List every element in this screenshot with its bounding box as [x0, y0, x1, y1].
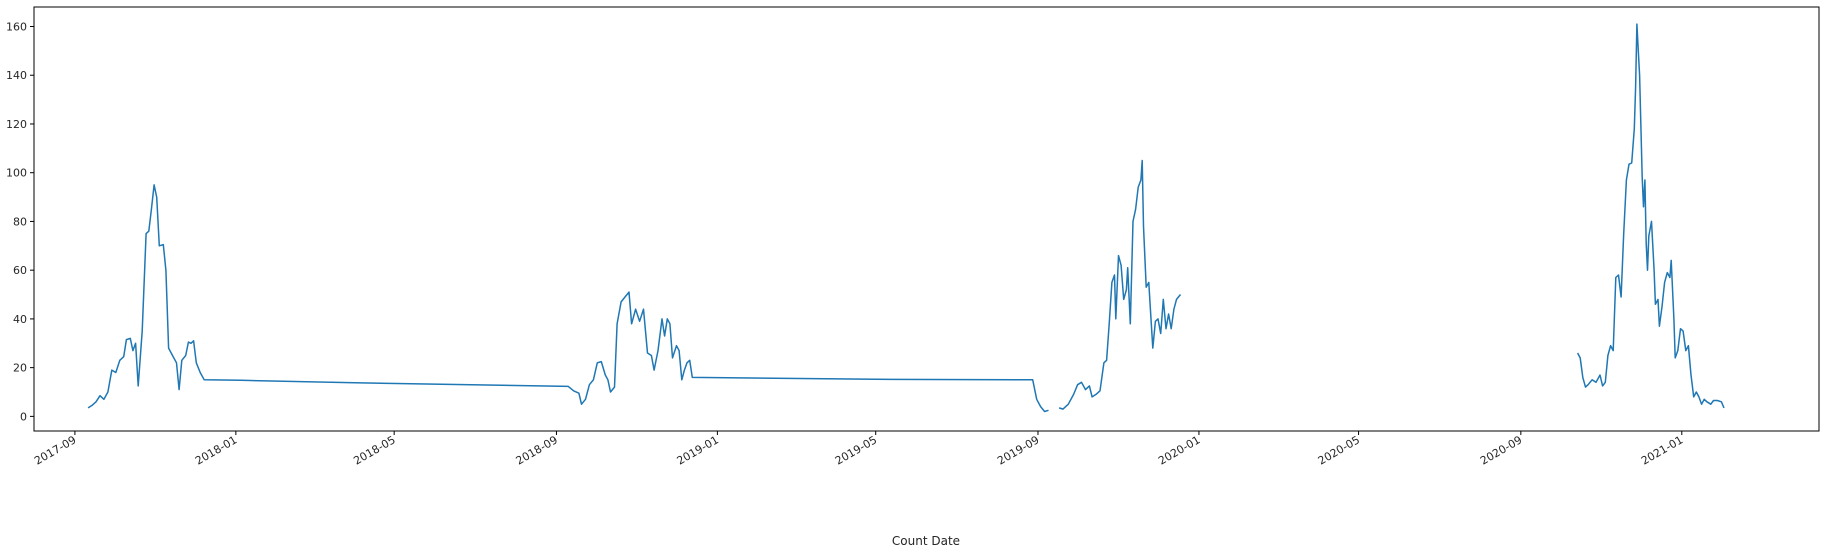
y-tick-label: 120 [6, 118, 27, 131]
series-line-segment [87, 184, 1049, 413]
x-axis-label: Count Date [892, 534, 960, 548]
plot-area [33, 6, 1820, 432]
y-tick-label: 140 [6, 69, 27, 82]
y-tick-label: 40 [13, 313, 27, 326]
series-line-segment [1576, 23, 1725, 409]
y-tick-label: 160 [6, 20, 27, 33]
series-line-group [87, 23, 1725, 413]
y-axis: 0 20 40 60 80 100 120 140 160 [6, 20, 34, 423]
y-tick-label: 100 [6, 167, 27, 180]
y-tick-label: 0 [20, 410, 27, 423]
y-tick-label: 80 [13, 215, 27, 228]
y-tick-label: 60 [13, 264, 27, 277]
series-line-segment [1058, 159, 1182, 410]
y-tick-label: 20 [13, 362, 27, 375]
